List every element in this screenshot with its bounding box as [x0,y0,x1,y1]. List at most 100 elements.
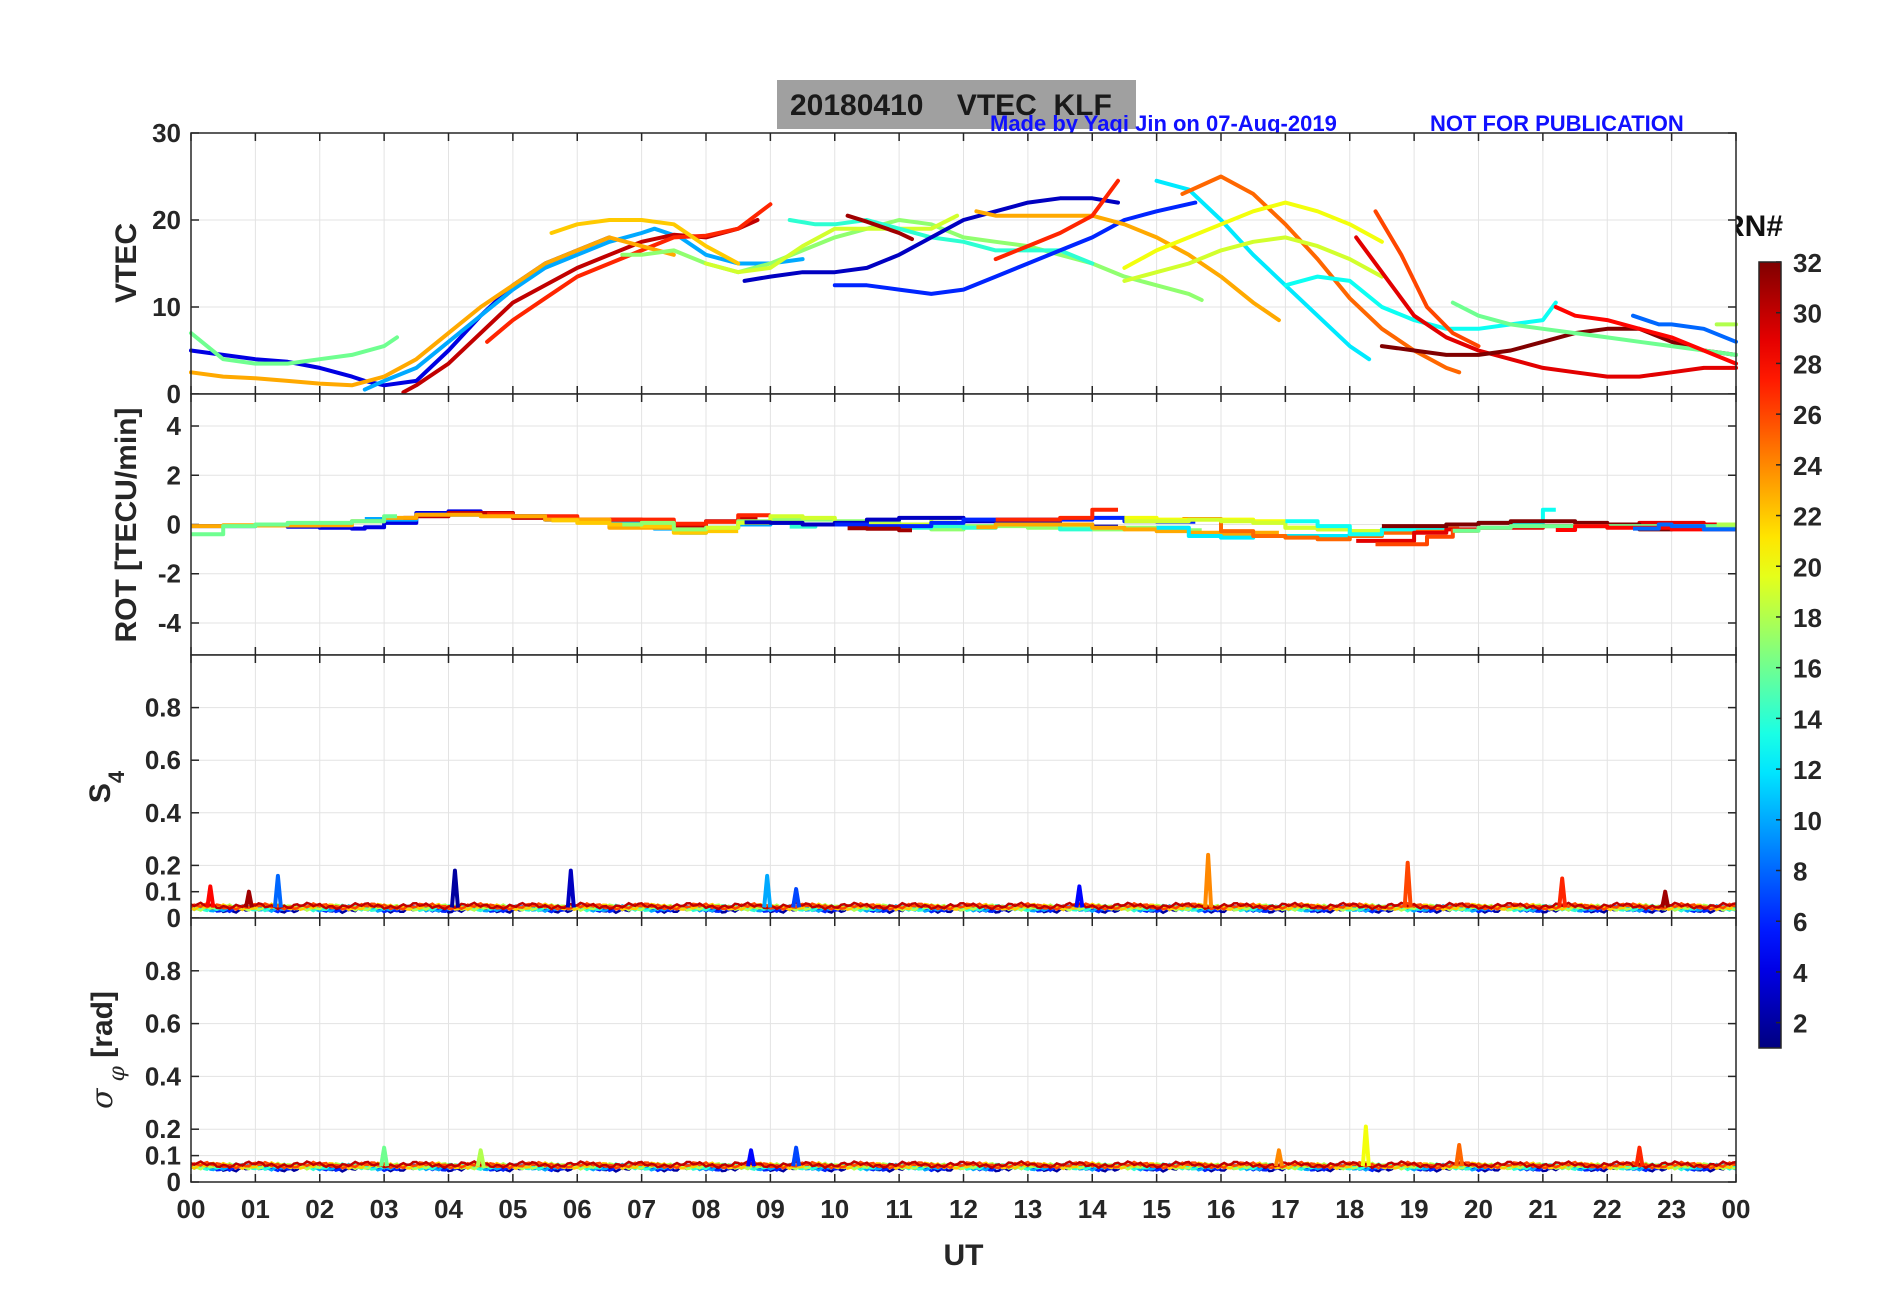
y-tick-label: 0.4 [145,1061,182,1091]
x-tick-label: 00 [1722,1194,1751,1224]
x-tick-label: 19 [1400,1194,1429,1224]
y-tick-label: 0.2 [145,850,181,880]
y-tick-label: 0.6 [145,745,181,775]
spike-prn-25 [1454,1143,1465,1167]
colorbar-tick-label: 4 [1793,958,1808,988]
x-tick-label: 05 [498,1194,527,1224]
spike-prn-31 [243,889,254,908]
spike-prn-5 [1074,884,1085,908]
y-tick-label: 20 [152,205,181,235]
vtec-axis-label: VTEC [110,223,143,303]
colorbar-tick-label: 12 [1793,755,1822,785]
y-tick-label: 0 [167,379,181,409]
x-tick-label: 13 [1013,1194,1042,1224]
rot-series-prn-27 [995,507,1118,522]
x-tick-label: 16 [1207,1194,1236,1224]
y-tick-label: 2 [167,460,181,490]
x-tick-label: 11 [885,1194,913,1224]
title-box [777,80,1136,129]
spike-prn-7 [791,887,802,908]
sigma-phi-axis-label: σ φ [rad] [85,991,130,1109]
y-tick-label: 0 [167,1167,181,1197]
rot-series-prn-23 [976,522,1279,537]
x-tick-label: 04 [434,1194,463,1224]
spike-prn-20 [1360,1124,1371,1167]
vtec-series-prn-8 [1631,313,1738,344]
x-tick-label: 15 [1142,1194,1171,1224]
vtec-series-prn-12 [1154,178,1372,362]
vtec-series-prn-23 [189,235,676,388]
spike-prn-31 [1660,889,1671,908]
spike-prn-18 [475,1148,486,1167]
spike-prn-27 [1634,1145,1645,1167]
x-tick-label: 08 [692,1194,721,1224]
vtec-series-prn-10 [362,226,805,392]
panel-1: 0 10 20 30 [152,118,1738,409]
colorbar-tick-label: 14 [1793,704,1822,734]
spike-prn-10 [762,873,773,908]
colorbar-tick-label: 8 [1793,857,1807,887]
vtec-series-prn-27 [485,202,773,344]
x-tick-label: 00 [177,1194,206,1224]
panel-3: 00.10.2 0.4 0.6 0.8 [145,654,1737,933]
colorbar-tick-label: 18 [1793,603,1822,633]
colorbar-tick-label: 24 [1793,451,1822,481]
colorbar-tick-label: 10 [1793,806,1822,836]
rot-series-prn-31 [847,526,912,533]
panel-2: -4 -2 0 2 4 [158,393,1737,656]
y-tick-label: -4 [158,608,182,638]
colorbar-tick-label: 6 [1793,907,1807,937]
colorbar-tick-label: 22 [1793,502,1822,532]
x-tick-label: 21 [1528,1194,1557,1224]
y-tick-label: 30 [152,118,181,148]
spike-prn-16 [379,1145,390,1167]
y-tick-label: 0.1 [145,877,181,907]
y-tick-label: 0.8 [145,956,181,986]
x-tick-label: 06 [563,1194,592,1224]
baseline-prn-30 [190,1160,1737,1170]
vtec-series-prn-28 [1553,305,1738,366]
y-tick-label: -2 [158,559,181,589]
colorbar-tick-label: 2 [1793,1009,1807,1039]
rot-series-prn-8 [1633,522,1736,532]
rot-axis-label: ROT [TECU/min] [110,408,143,643]
colorbar-tick-label: 32 [1793,248,1822,278]
spike-prn-24 [1203,852,1214,908]
y-tick-label: 0.6 [145,1009,181,1039]
vtec-series-prn-6 [832,200,1198,296]
x-tick-label: 20 [1464,1194,1493,1224]
spike-prn-5 [746,1148,757,1167]
rot-series-prn-19 [1124,517,1382,534]
y-tick-label: 0 [167,510,181,540]
vtec-series-prn-16 [189,331,399,366]
vtec-series-prn-32 [1379,326,1738,357]
colorbar-tick-label: 26 [1793,400,1822,430]
vtec-series-prn-29 [1354,235,1738,379]
y-tick-label: 0.8 [145,693,181,723]
spike-prn-3 [565,868,576,908]
chart-title: 20180410 VTEC KLF [790,89,1112,122]
vtec-series-prn-27 [993,178,1120,262]
x-tick-label: 18 [1335,1194,1364,1224]
rot-series-prn-16 [191,514,397,537]
spike-prn-8 [272,873,283,908]
spike-prn-7 [791,1145,802,1167]
x-tick-label: 14 [1078,1194,1107,1224]
rot-series-prn-28 [1555,524,1736,532]
colorbar-tick-label: 20 [1793,552,1822,582]
spike-prn-24 [1273,1148,1284,1167]
baseline-prn-26 [190,901,1737,912]
s4-axis-label: S4 [84,770,129,803]
x-axis-label: UT [944,1239,984,1272]
y-tick-label: 4 [167,411,182,441]
spike-prn-26 [1402,860,1413,908]
colorbar-tick-label: 16 [1793,654,1822,684]
colorbar-tick-label: 28 [1793,349,1822,379]
vtec-series-prn-3 [742,196,1120,283]
vtec-series-prn-31 [845,213,914,242]
colorbar [1758,261,1782,1049]
y-tick-label: 0.1 [145,1141,181,1171]
y-tick-label: 0.2 [145,1114,181,1144]
y-tick-label: 0 [167,903,181,933]
